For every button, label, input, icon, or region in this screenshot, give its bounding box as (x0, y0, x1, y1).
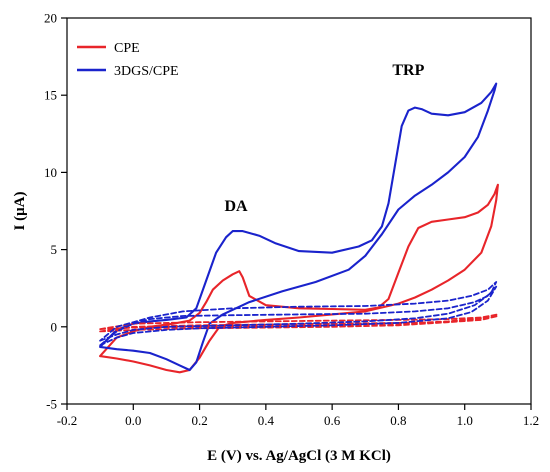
x-tick-label: 1.2 (523, 413, 539, 428)
legend-label-3dgs-cpe: 3DGS/CPE (114, 64, 179, 79)
y-tick-label: 10 (44, 165, 57, 180)
x-tick-label: 1.0 (457, 413, 473, 428)
series-group (99, 82, 499, 374)
x-axis-label: E (V) vs. Ag/AgCl (3 M KCl) (207, 448, 391, 464)
y-tick-label: -5 (46, 397, 57, 412)
series-line-solid-0 (99, 183, 499, 374)
y-tick-label: 20 (44, 11, 57, 26)
series-line-dashed-5 (99, 281, 498, 342)
axis-ticks: -0.2 0.0 0.2 0.4 0.6 0.8 1.0 1.2 -5 0 5 10 15 20 (44, 11, 539, 429)
x-tick-label: 0.8 (390, 413, 406, 428)
y-axis-label: I (μA) (12, 192, 28, 231)
series-line-dashed-2 (99, 313, 499, 330)
x-tick-label: -0.2 (57, 413, 78, 428)
legend: CPE 3DGS/CPE (77, 41, 179, 79)
x-tick-label: 0.0 (125, 413, 141, 428)
x-tick-label: 0.2 (191, 413, 207, 428)
y-tick-label: 5 (51, 242, 58, 257)
y-tick-label: 15 (44, 88, 57, 103)
y-tick-label: 0 (51, 319, 58, 334)
plot-frame (66, 17, 532, 405)
annotation-da: DA (224, 198, 248, 215)
x-tick-label: 0.4 (258, 413, 275, 428)
legend-label-cpe: CPE (114, 41, 140, 56)
annotation-trp: TRP (392, 62, 424, 79)
x-tick-label: 0.6 (324, 413, 341, 428)
